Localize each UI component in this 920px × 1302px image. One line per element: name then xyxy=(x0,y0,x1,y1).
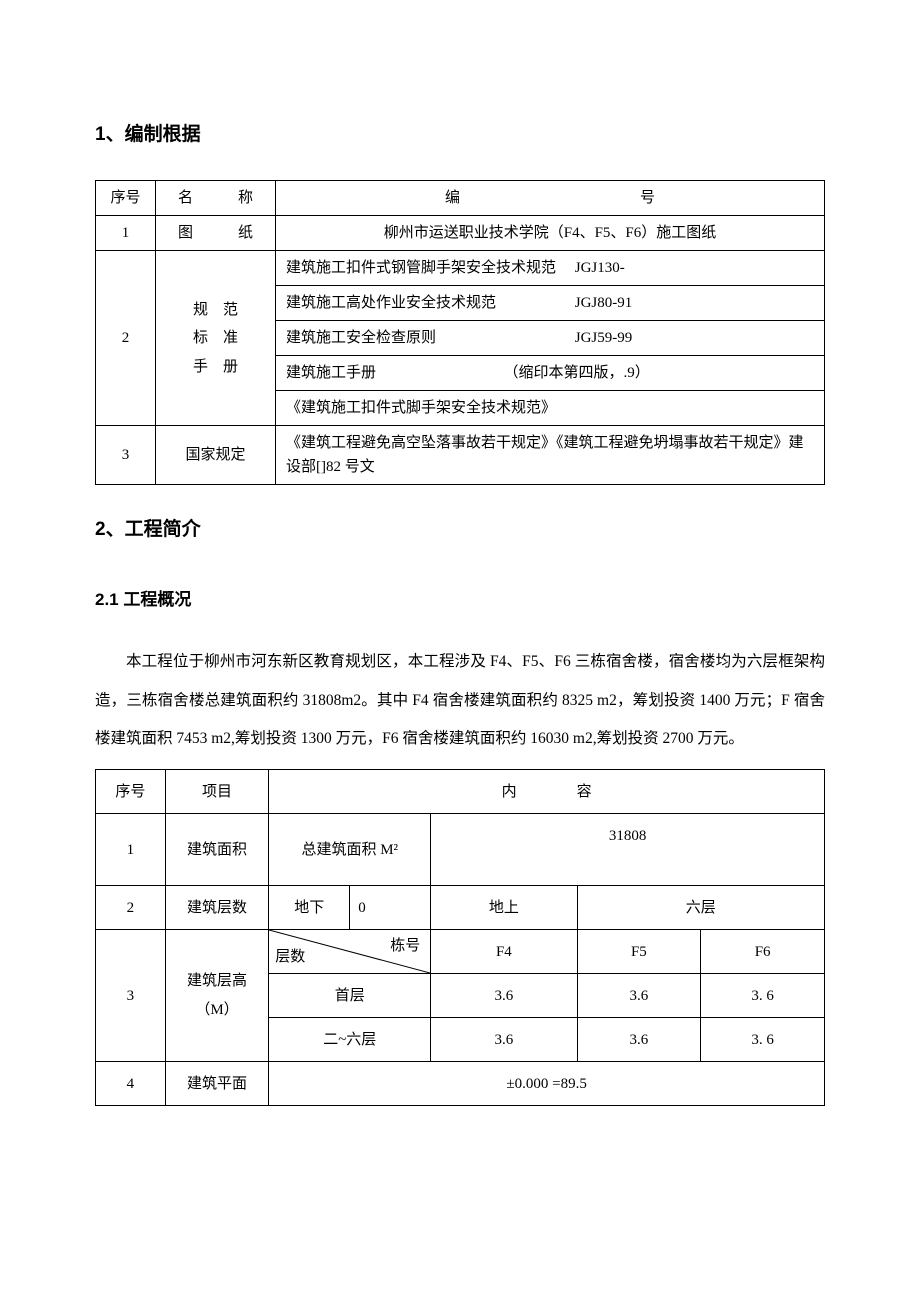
cell-value: 0 xyxy=(350,886,431,930)
table-row: 4 建筑平面 ±0.000 =89.5 xyxy=(96,1062,825,1106)
table-header-row: 序号 名 称 编 号 xyxy=(96,181,825,216)
cell-value: 六层 xyxy=(577,886,825,930)
header-name: 名 称 xyxy=(156,181,276,216)
diag-top-label: 栋号 xyxy=(390,934,420,958)
cell-value: 31808 xyxy=(431,814,825,886)
cell-spec: 建筑施工安全检查原则 JGJ59-99 xyxy=(276,321,825,356)
cell-value: 3. 6 xyxy=(701,974,825,1018)
subsection-2-1-title: 2.1 工程概况 xyxy=(95,586,825,613)
header-code: 编 号 xyxy=(276,181,825,216)
diag-bottom-label: 层数 xyxy=(275,945,305,969)
cell-value: 3.6 xyxy=(431,974,577,1018)
project-table: 序号 项目 内 容 1 建筑面积 总建筑面积 M² 31808 2 建筑层数 地… xyxy=(95,769,825,1106)
cell-header: F5 xyxy=(577,930,701,974)
cell-content: 《建筑工程避免高空坠落事故若干规定》《建筑工程避免坍塌事故若干规定》建设部[]8… xyxy=(276,426,825,485)
header-seq: 序号 xyxy=(96,181,156,216)
text-line: （M） xyxy=(195,1002,238,1018)
cell-item: 建筑层数 xyxy=(165,886,269,930)
cell-num: 3 xyxy=(96,426,156,485)
diagonal-header: 栋号 层数 xyxy=(269,930,431,974)
table-row: 2 建筑层数 地下 0 地上 六层 xyxy=(96,886,825,930)
cell-name: 规 范 标 准 手 册 xyxy=(156,251,276,426)
cell-spec: 建筑施工扣件式钢管脚手架安全技术规范 JGJ130- xyxy=(276,251,825,286)
cell-value: 3. 6 xyxy=(701,1018,825,1062)
cell-spec: 建筑施工手册 （缩印本第四版，.9） xyxy=(276,356,825,391)
cell-num: 2 xyxy=(96,251,156,426)
cell-item: 建筑平面 xyxy=(165,1062,269,1106)
cell-value: 3.6 xyxy=(577,1018,701,1062)
header-seq: 序号 xyxy=(96,770,166,814)
cell-num: 3 xyxy=(96,930,166,1062)
cell-header: F6 xyxy=(701,930,825,974)
table-row: 1 图 纸 柳州市运送职业技术学院（F4、F5、F6）施工图纸 xyxy=(96,216,825,251)
section-1-title: 1、编制根据 xyxy=(95,120,825,150)
text-line: 标 准 xyxy=(193,330,238,346)
cell-value: 3.6 xyxy=(577,974,701,1018)
cell-num: 1 xyxy=(96,216,156,251)
cell-label: 二~六层 xyxy=(269,1018,431,1062)
table-header-row: 序号 项目 内 容 xyxy=(96,770,825,814)
cell-label: 首层 xyxy=(269,974,431,1018)
cell-label: 地下 xyxy=(269,886,350,930)
cell-num: 1 xyxy=(96,814,166,886)
header-item: 项目 xyxy=(165,770,269,814)
text-line: 手 册 xyxy=(193,359,238,375)
cell-label: 总建筑面积 M² xyxy=(269,814,431,886)
table-row: 1 建筑面积 总建筑面积 M² 31808 xyxy=(96,814,825,886)
cell-name: 图 纸 xyxy=(156,216,276,251)
cell-content: ±0.000 =89.5 xyxy=(269,1062,825,1106)
text-line: 规 范 xyxy=(193,302,238,318)
cell-header: F4 xyxy=(431,930,577,974)
cell-item: 建筑层高 （M） xyxy=(165,930,269,1062)
table-row: 2 规 范 标 准 手 册 建筑施工扣件式钢管脚手架安全技术规范 JGJ130- xyxy=(96,251,825,286)
cell-value: 3.6 xyxy=(431,1018,577,1062)
cell-content: 柳州市运送职业技术学院（F4、F5、F6）施工图纸 xyxy=(276,216,825,251)
cell-spec: 建筑施工高处作业安全技术规范 JGJ80-91 xyxy=(276,286,825,321)
cell-name: 国家规定 xyxy=(156,426,276,485)
cell-num: 4 xyxy=(96,1062,166,1106)
text-line: 建筑层高 xyxy=(187,973,247,989)
cell-num: 2 xyxy=(96,886,166,930)
section-2-title: 2、工程简介 xyxy=(95,515,825,545)
header-content: 内 容 xyxy=(269,770,825,814)
cell-label: 地上 xyxy=(431,886,577,930)
table-row: 3 国家规定 《建筑工程避免高空坠落事故若干规定》《建筑工程避免坍塌事故若干规定… xyxy=(96,426,825,485)
basis-table: 序号 名 称 编 号 1 图 纸 柳州市运送职业技术学院（F4、F5、F6）施工… xyxy=(95,180,825,485)
cell-item: 建筑面积 xyxy=(165,814,269,886)
overview-paragraph: 本工程位于柳州市河东新区教育规划区，本工程涉及 F4、F5、F6 三栋宿舍楼，宿… xyxy=(95,643,825,759)
cell-spec: 《建筑施工扣件式脚手架安全技术规范》 xyxy=(276,391,825,426)
table-row: 3 建筑层高 （M） 栋号 层数 F4 F5 F6 xyxy=(96,930,825,974)
